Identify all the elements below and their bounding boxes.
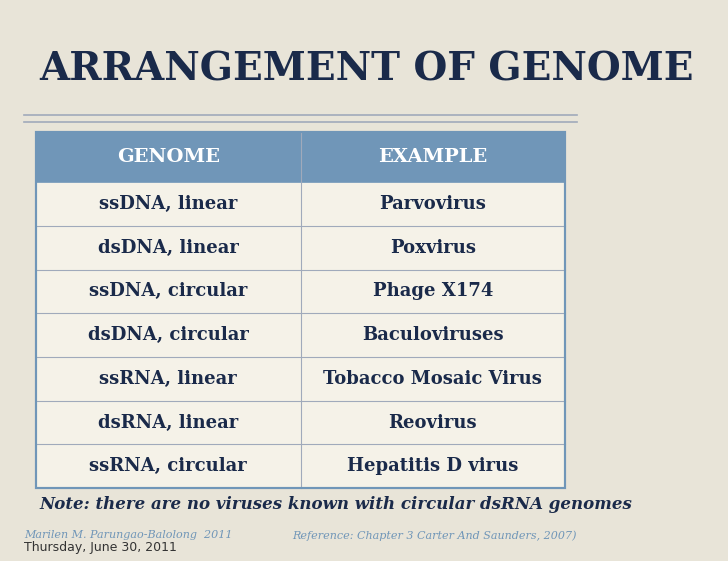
Text: ssRNA, circular: ssRNA, circular [90,457,248,475]
Text: dsDNA, linear: dsDNA, linear [98,238,239,257]
Text: Baculoviruses: Baculoviruses [362,326,504,344]
Text: ssDNA, circular: ssDNA, circular [89,282,248,300]
Text: Reference: Chapter 3 Carter And Saunders, 2007): Reference: Chapter 3 Carter And Saunders… [293,530,577,541]
FancyBboxPatch shape [36,132,565,182]
Text: ssDNA, linear: ssDNA, linear [99,195,237,213]
Text: Reovirus: Reovirus [389,413,477,431]
Text: Parvovirus: Parvovirus [379,195,486,213]
Text: dsDNA, circular: dsDNA, circular [88,326,249,344]
Text: Phage X174: Phage X174 [373,282,493,300]
Text: Thursday, June 30, 2011: Thursday, June 30, 2011 [24,541,177,554]
Text: Note: there are no viruses known with circular dsRNA genomes: Note: there are no viruses known with ci… [39,496,632,513]
Text: Tobacco Mosaic Virus: Tobacco Mosaic Virus [323,370,542,388]
Text: Marilen M. Parungao-Balolong  2011: Marilen M. Parungao-Balolong 2011 [24,530,232,540]
Text: Hepatitis D virus: Hepatitis D virus [347,457,518,475]
FancyBboxPatch shape [36,132,565,488]
Text: dsRNA, linear: dsRNA, linear [98,413,238,431]
Text: GENOME: GENOME [116,148,220,166]
Text: ssRNA, linear: ssRNA, linear [100,370,237,388]
Text: EXAMPLE: EXAMPLE [378,148,487,166]
Text: ARRANGEMENT OF GENOME: ARRANGEMENT OF GENOME [39,50,694,89]
Text: Poxvirus: Poxvirus [389,238,475,257]
